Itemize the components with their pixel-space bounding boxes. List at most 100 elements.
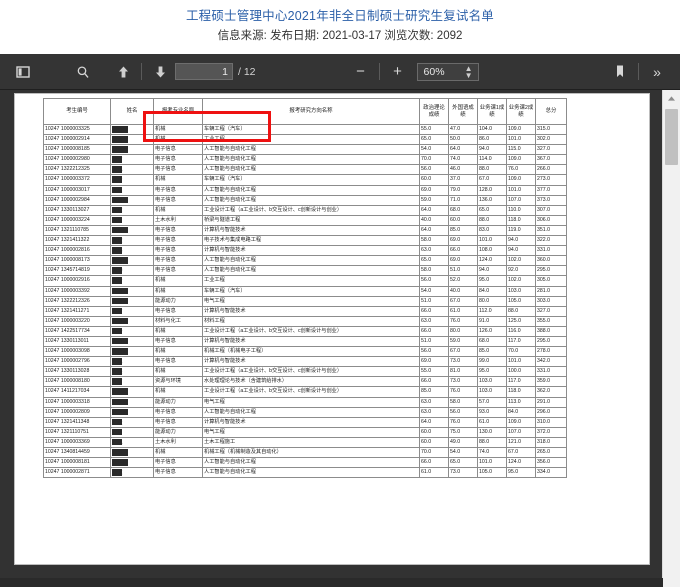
scrollbar-corner bbox=[663, 578, 680, 587]
cell-major: 电子信息 bbox=[153, 406, 203, 418]
cell-subject2: 102.0 bbox=[506, 255, 536, 267]
scroll-up-arrow-icon[interactable] bbox=[663, 90, 680, 107]
cell-name: 蔡宛昕 bbox=[110, 144, 154, 156]
cell-major: 机械 bbox=[153, 123, 203, 136]
zoom-in-button[interactable]: + bbox=[393, 63, 402, 80]
col-header-politics: 政治理论成绩 bbox=[419, 98, 449, 125]
cell-subject2: 67.0 bbox=[506, 446, 536, 459]
page-navigation-group: 1 / 12 bbox=[147, 60, 256, 84]
zoom-group: − + 60% ▲ ▼ bbox=[348, 60, 479, 84]
cell-direction: 工业设计工程（a工业设计、b交互设计、c创新设计与创业） bbox=[202, 325, 420, 337]
zoom-level-select[interactable]: 60% ▲ ▼ bbox=[416, 62, 479, 81]
bookmark-icon[interactable] bbox=[607, 60, 633, 84]
cell-major: 材料与化工 bbox=[153, 315, 203, 327]
search-icon[interactable] bbox=[70, 60, 96, 84]
redacted-name: 蔡宛昕 bbox=[112, 146, 128, 154]
cell-total: 388.0 bbox=[535, 325, 567, 337]
table-row: 10247 1000003098 陈智亮 机械 机械工程（机械电子工程） 56.0 67.… bbox=[43, 346, 567, 358]
cell-direction: 人工智能与自动化工程 bbox=[202, 144, 420, 156]
cell-direction: 电气工程 bbox=[202, 295, 420, 307]
cell-politics: 70.0 bbox=[419, 446, 449, 459]
cell-politics: 55.0 bbox=[419, 366, 449, 378]
table-row: 10247 1000002984 曹建军 电子信息 人工智能与自动化工程 59.0 71.… bbox=[43, 194, 567, 206]
spinner-arrows-icon: ▲ ▼ bbox=[464, 63, 473, 80]
page-number-input[interactable]: 1 bbox=[175, 63, 233, 80]
cell-name: 曹建军 bbox=[110, 194, 154, 206]
cell-total: 315.0 bbox=[535, 123, 567, 136]
cell-politics: 65.0 bbox=[419, 255, 449, 267]
table-row: 10247 1000003325 白小娟 机械 车辆工程（汽车） 55.0 47.0 104… bbox=[43, 123, 567, 136]
cell-politics: 66.0 bbox=[419, 305, 449, 317]
cell-foreign-language: 60.0 bbox=[448, 214, 478, 226]
table-row: 10247 1321110751 邓晶 能源动力 电气工程 60.0 75.0 130.0 1… bbox=[43, 426, 567, 438]
cell-total: 327.0 bbox=[535, 144, 567, 156]
more-tools-icon[interactable]: » bbox=[653, 63, 661, 80]
redacted-name: 邓晶 bbox=[112, 428, 123, 436]
vertical-scrollbar[interactable] bbox=[662, 90, 680, 578]
col-header-name: 姓名 bbox=[110, 98, 154, 125]
cell-subject1: 85.0 bbox=[477, 346, 507, 358]
cell-foreign-language: 67.0 bbox=[448, 346, 478, 358]
cell-total: 360.0 bbox=[535, 255, 567, 267]
applicant-score-table: 考生编号 姓名 报考专业名称 报考研究方向名称 政治理论成绩 外国语成绩 业务课… bbox=[43, 98, 567, 479]
horizontal-scrollbar[interactable] bbox=[0, 578, 663, 587]
cell-foreign-language: 47.0 bbox=[448, 123, 478, 136]
cell-major: 能源动力 bbox=[153, 426, 203, 438]
cell-id: 10247 1000003220 bbox=[43, 315, 111, 327]
cell-total: 362.0 bbox=[535, 386, 567, 398]
cell-name: 白小娟 bbox=[110, 123, 154, 136]
cell-total: 303.0 bbox=[535, 295, 567, 307]
cell-name: 陈璐 bbox=[110, 245, 154, 257]
cell-direction: 机械工程（机械电子工程） bbox=[202, 346, 420, 358]
cell-foreign-language: 76.0 bbox=[448, 386, 478, 398]
cell-total: 295.0 bbox=[535, 335, 567, 348]
cell-politics: 63.0 bbox=[419, 396, 449, 408]
cell-name: 单跃 bbox=[110, 416, 154, 428]
previous-page-icon[interactable] bbox=[110, 60, 136, 84]
cell-subject2: 105.0 bbox=[506, 295, 536, 307]
cell-id: 10247 1422517734 bbox=[43, 325, 111, 337]
cell-foreign-language: 54.0 bbox=[448, 446, 478, 459]
cell-id: 10247 1000002816 bbox=[43, 245, 111, 257]
cell-name: 曹飞 bbox=[110, 164, 154, 176]
cell-id: 10247 1000003098 bbox=[43, 346, 111, 358]
table-row: 10247 1000002916 陈升 机械 工业工程 56.0 52.0 95.0 102.… bbox=[43, 275, 567, 287]
sidebar-toggle-icon[interactable] bbox=[10, 60, 36, 84]
toolbar-left-group: 1 / 12 − + 60% ▲ ▼ bbox=[0, 60, 479, 84]
cell-major: 电子信息 bbox=[153, 457, 203, 469]
zoom-level-value: 60% bbox=[423, 65, 445, 78]
table-row: 10247 1345714819 陈涛 电子信息 人工智能与自动化工程 58.0 51.0… bbox=[43, 265, 567, 277]
cell-id: 10247 1330113028 bbox=[43, 366, 111, 378]
cell-total: 351.0 bbox=[535, 224, 567, 237]
cell-foreign-language: 37.0 bbox=[448, 174, 478, 186]
cell-foreign-language: 73.0 bbox=[448, 356, 478, 368]
table-body: 10247 1000003325 白小娟 机械 车辆工程（汽车） 55.0 47.0 104… bbox=[43, 123, 567, 479]
redacted-name: 陈璐 bbox=[112, 247, 123, 255]
cell-major: 电子信息 bbox=[153, 235, 203, 247]
table-row: 10247 1000002809 戴子涵 电子信息 人工智能与自动化工程 63.0 56.… bbox=[43, 406, 567, 418]
cell-foreign-language: 64.0 bbox=[448, 144, 478, 156]
cell-name: 蔡洁 bbox=[110, 154, 154, 166]
col-header-id: 考生编号 bbox=[43, 98, 111, 125]
cell-foreign-language: 73.0 bbox=[448, 376, 478, 388]
table-row: 10247 1000008185 蔡宛昕 电子信息 人工智能与自动化工程 54.0 64.… bbox=[43, 144, 567, 156]
table-row: 10247 1000002980 蔡洁 电子信息 人工智能与自动化工程 70.0 74.0… bbox=[43, 154, 567, 166]
zoom-out-button[interactable]: − bbox=[356, 63, 365, 80]
cell-subject1: 61.0 bbox=[477, 416, 507, 428]
cell-major: 电子信息 bbox=[153, 194, 203, 206]
cell-id: 10247 1340814459 bbox=[43, 446, 111, 459]
redacted-name: 陈亨 bbox=[112, 307, 123, 315]
vertical-scrollbar-thumb[interactable] bbox=[665, 109, 678, 165]
cell-total: 281.0 bbox=[535, 285, 567, 297]
cell-major: 机械 bbox=[153, 285, 203, 297]
next-page-icon[interactable] bbox=[147, 60, 173, 84]
cell-direction: 人工智能与自动化工程 bbox=[202, 154, 420, 166]
cell-foreign-language: 58.0 bbox=[448, 396, 478, 408]
article-header: 工程硕士管理中心2021年非全日制硕士研究生复试名单 信息来源: 发布日期: 2… bbox=[0, 0, 680, 44]
cell-name: 丁飞 bbox=[110, 436, 154, 449]
cell-name: 程璐欣 bbox=[110, 386, 154, 398]
cell-major: 土木水利 bbox=[153, 436, 203, 449]
pdf-document-area[interactable]: 考生编号 姓名 报考专业名称 报考研究方向名称 政治理论成绩 外国语成绩 业务课… bbox=[0, 90, 680, 587]
cell-subject2: 115.0 bbox=[506, 144, 536, 156]
cell-major: 电子信息 bbox=[153, 184, 203, 196]
